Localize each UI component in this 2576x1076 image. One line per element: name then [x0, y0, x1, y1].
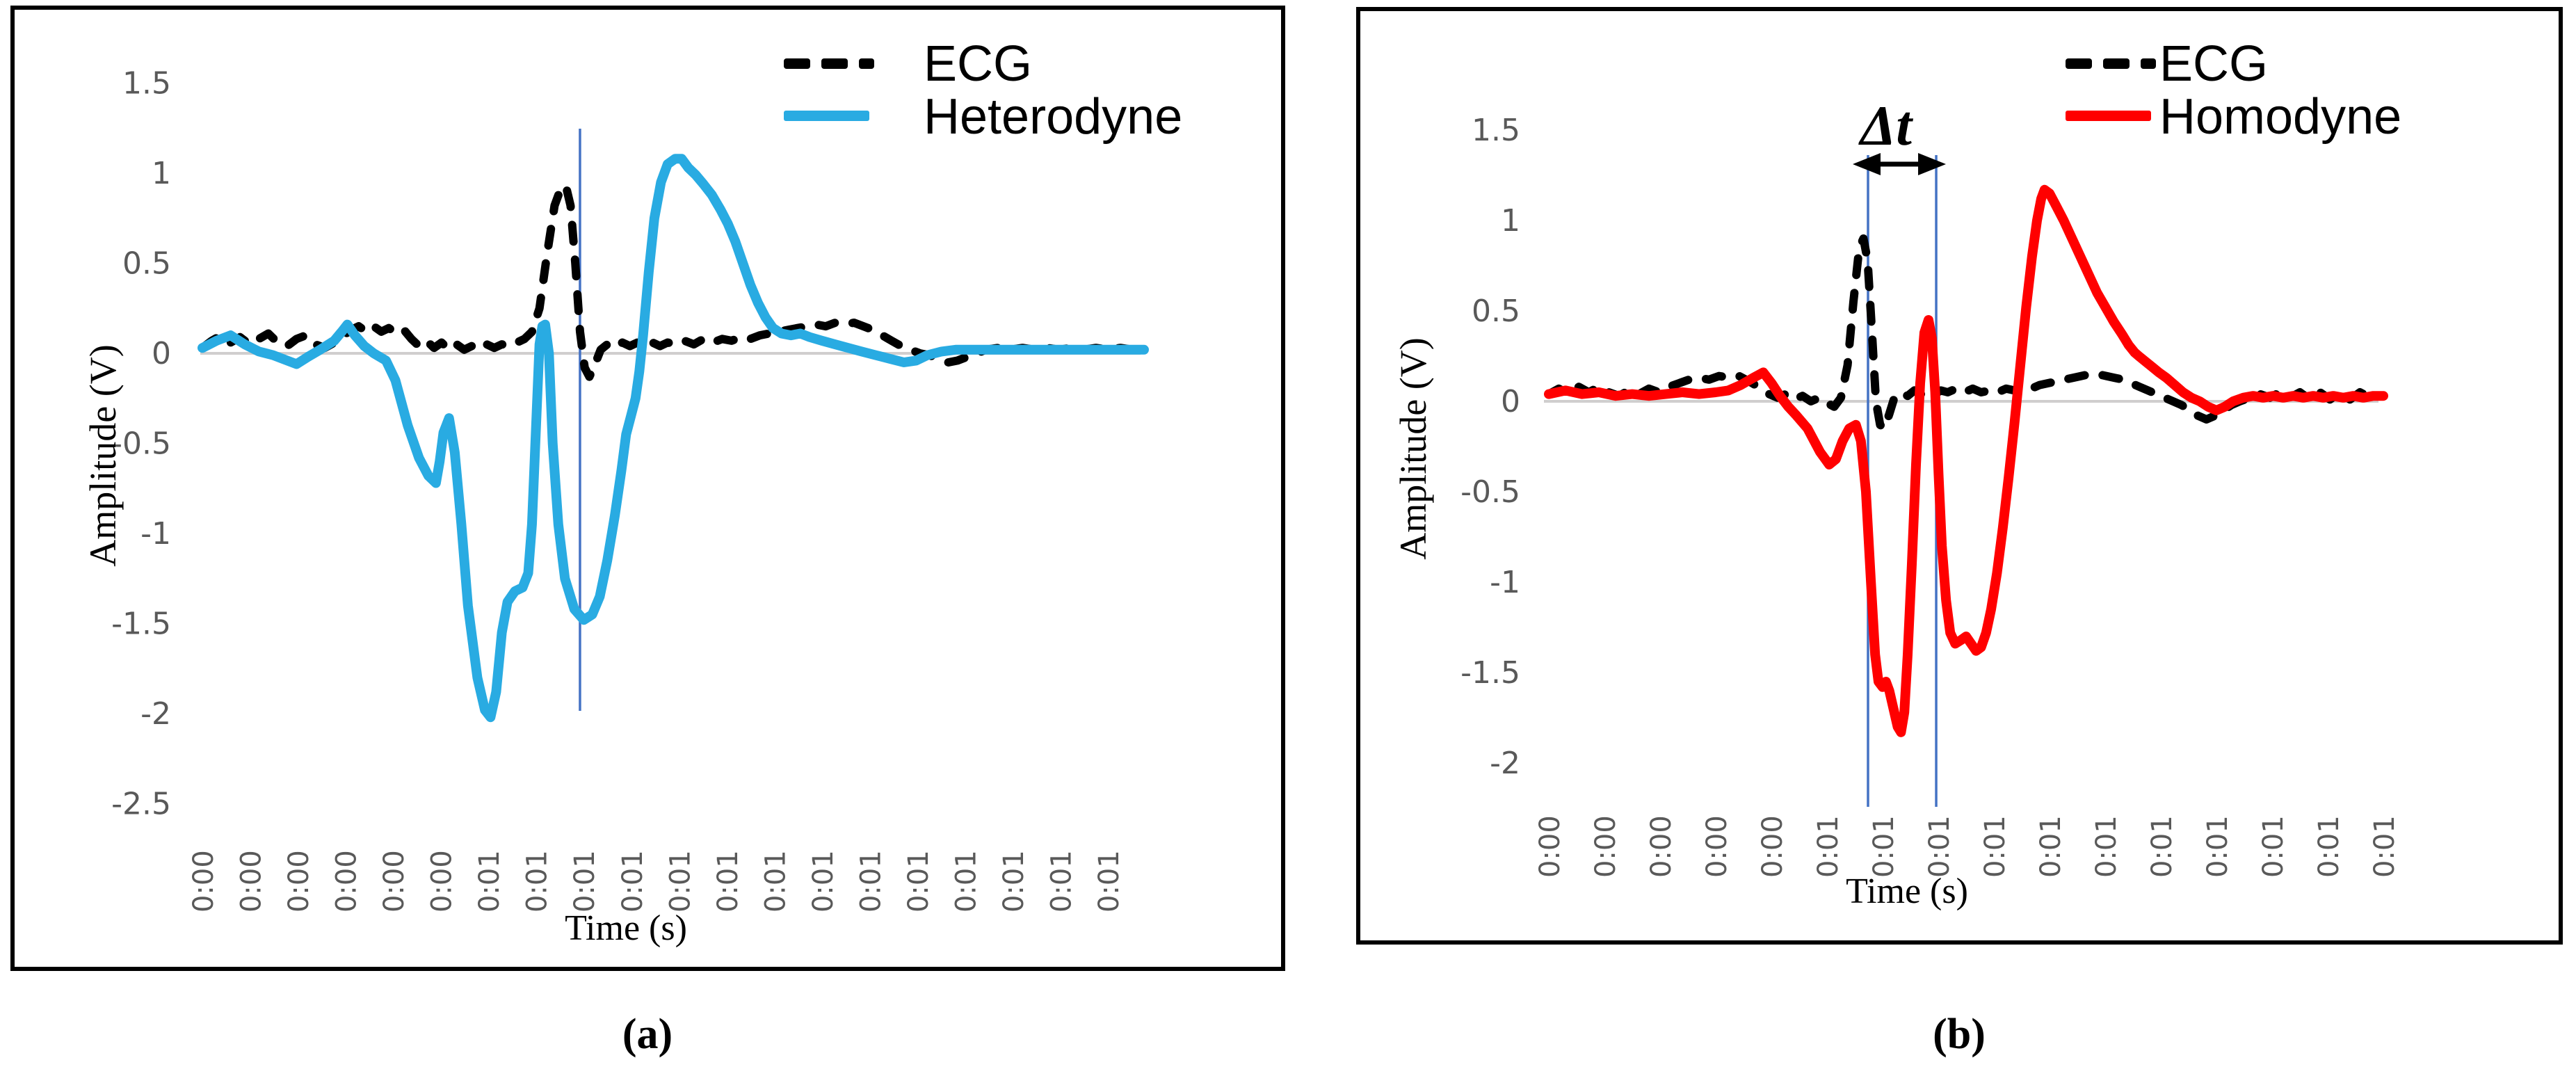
legend-label-ecg-b: ECG: [2159, 36, 2269, 92]
x-axis-title-a: Time (s): [565, 908, 687, 948]
caption-b: (b): [1933, 1011, 1986, 1058]
x-axis-title-b: Time (s): [1846, 872, 1968, 911]
legend-label-heterodyne: Heterodyne: [924, 89, 1183, 145]
y-axis-title-b: Amplitude (V): [1392, 337, 1434, 560]
legend-heterodyne-line-sample: [784, 111, 869, 121]
chart-a-frame: [10, 6, 1285, 971]
legend-label-homodyne: Homodyne: [2159, 89, 2402, 145]
delta-t-annotation: Δt: [1860, 94, 1913, 157]
legend-label-ecg-a: ECG: [924, 36, 1033, 92]
y-axis-title-a: Amplitude (V): [82, 344, 124, 567]
legend-homodyne-line-sample: [2066, 111, 2151, 121]
chart-b-frame: [1356, 7, 2563, 945]
caption-a: (a): [622, 1011, 673, 1058]
legend-ecg-dash-sample-b: [2066, 58, 2156, 69]
legend-ecg-dash-sample-a: [784, 58, 874, 69]
